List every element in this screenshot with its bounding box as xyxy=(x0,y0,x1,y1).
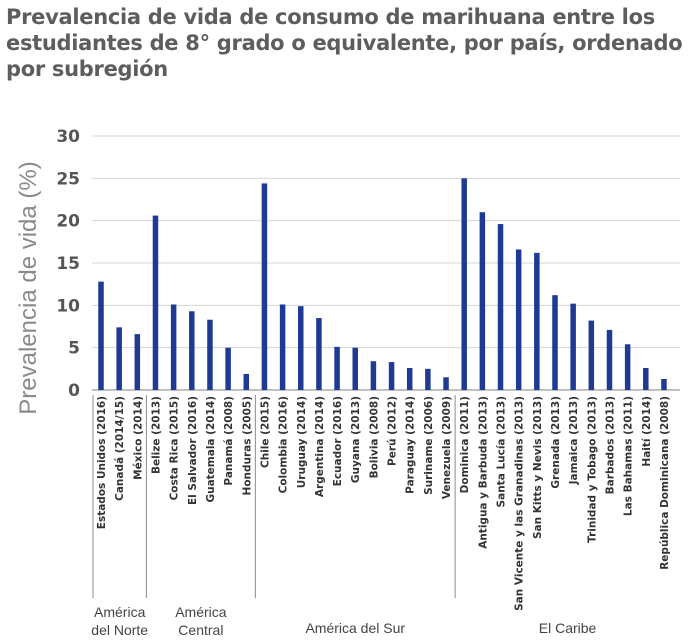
x-tick-label: Panamá (2008) xyxy=(223,396,235,486)
bar xyxy=(243,373,250,390)
bar xyxy=(515,249,522,390)
bar xyxy=(388,362,395,390)
y-tick-label: 15 xyxy=(56,254,80,274)
bar xyxy=(207,319,213,390)
group-label: América xyxy=(94,604,146,620)
x-tick-label: Barbados (2013) xyxy=(604,396,616,494)
x-tick-label: Uruguay (2014) xyxy=(296,396,308,488)
bar xyxy=(279,304,286,390)
bar xyxy=(497,224,504,390)
y-tick-label: 25 xyxy=(56,169,80,189)
bar xyxy=(552,295,558,390)
bar xyxy=(406,367,413,390)
chart-title: Prevalencia de vida de consumo de marihu… xyxy=(6,5,683,81)
x-tick-label: Perú (2012) xyxy=(387,396,399,466)
group-dividers: América del Norte América Central América de… xyxy=(91,395,597,638)
group-label: América xyxy=(175,604,227,620)
y-tick-label: 30 xyxy=(56,127,80,147)
x-tick-label: Paraguay (2014) xyxy=(405,396,417,494)
x-tick-label: Colombia (2016) xyxy=(278,396,290,493)
bar xyxy=(352,347,358,390)
bar xyxy=(298,306,304,390)
x-tick-label: Canadá (2014/15) xyxy=(114,396,126,501)
x-tick-label: Santa Lucía (2013) xyxy=(496,396,508,507)
bar xyxy=(98,281,104,390)
bar xyxy=(189,311,195,390)
group-label: El Caribe xyxy=(539,620,597,636)
x-tick-label: San Kitts y Nevis (2013) xyxy=(532,396,544,539)
x-tick-label: Guatemala (2014) xyxy=(205,396,217,503)
bar xyxy=(116,327,122,390)
x-tick-label: Bolivia (2008) xyxy=(368,396,380,478)
x-tick-label: Belize (2013) xyxy=(150,396,162,474)
bar xyxy=(479,212,486,390)
x-tick-label: San Vicente y las Granadinas (2013) xyxy=(514,396,526,611)
x-tick-label: Haití (2014) xyxy=(641,396,653,467)
x-tick-label: Dominica (2011) xyxy=(459,396,471,493)
x-tick-label: Guyana (2013) xyxy=(350,396,362,483)
bar xyxy=(225,347,231,390)
bar xyxy=(661,378,667,390)
bar xyxy=(588,320,595,390)
bar xyxy=(606,329,613,390)
bar xyxy=(534,252,540,390)
x-tick-label: Las Bahamas (2011) xyxy=(623,396,635,516)
y-tick-label: 20 xyxy=(56,212,80,232)
x-tick-label: República Dominicana (2008) xyxy=(659,396,671,570)
bar xyxy=(152,215,159,390)
x-tick-label: Costa Rica (2015) xyxy=(169,396,181,500)
bar xyxy=(461,178,467,390)
group-label: del Norte xyxy=(91,622,148,638)
x-axis-labels: Estados Unidos (2016) Canadá (2014/15) Méx… xyxy=(96,396,671,611)
x-tick-label: Chile (2015) xyxy=(259,396,271,468)
x-tick-label: Honduras (2005) xyxy=(241,396,253,495)
bar xyxy=(570,303,576,390)
bar xyxy=(316,318,322,390)
bar xyxy=(334,346,340,390)
group-label: Central xyxy=(178,622,223,638)
bar xyxy=(134,334,141,390)
y-axis: 0 5 10 15 20 25 30 xyxy=(56,127,80,401)
bar xyxy=(624,344,631,390)
x-tick-label: México (2014) xyxy=(132,396,144,480)
x-tick-label: Grenada (2013) xyxy=(550,396,562,489)
bars xyxy=(98,178,667,390)
bar xyxy=(261,183,268,390)
bar xyxy=(425,368,431,390)
bar xyxy=(170,304,177,390)
group-label: América del Sur xyxy=(305,620,405,636)
y-tick-label: 0 xyxy=(68,381,80,401)
y-axis-label: Prevalencia de vida (%) xyxy=(15,161,42,414)
x-tick-label: El Salvador (2016) xyxy=(187,396,199,505)
x-tick-label: Ecuador (2016) xyxy=(332,396,344,486)
x-tick-label: Estados Unidos (2016) xyxy=(96,396,108,529)
x-tick-label: Argentina (2014) xyxy=(314,396,326,497)
bar xyxy=(370,361,377,390)
y-tick-label: 5 xyxy=(68,339,80,359)
bar xyxy=(643,367,649,390)
y-tick-label: 10 xyxy=(56,296,80,316)
x-tick-label: Suriname (2006) xyxy=(423,396,435,495)
x-tick-label: Antigua y Barbuda (2013) xyxy=(477,396,489,549)
x-tick-label: Trinidad y Tobago (2013) xyxy=(586,396,598,543)
x-tick-label: Venezuela (2009) xyxy=(441,396,453,499)
bar xyxy=(443,377,449,390)
x-tick-label: Jamaica (2013) xyxy=(568,396,580,485)
